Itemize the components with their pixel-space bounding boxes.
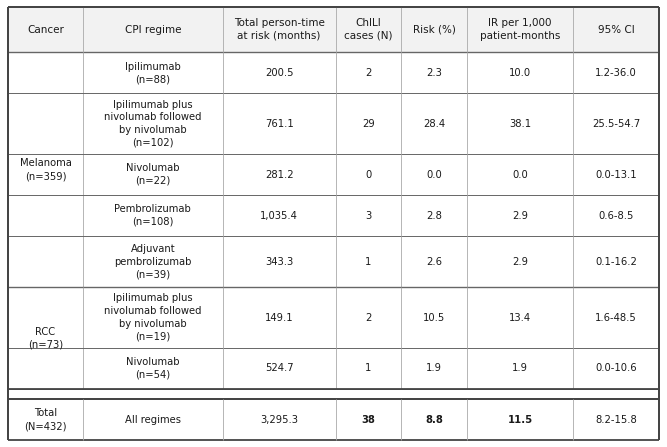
Text: 1.6-48.5: 1.6-48.5 — [595, 313, 637, 323]
Text: Nivolumab
(n=22): Nivolumab (n=22) — [126, 163, 179, 186]
Text: 2: 2 — [366, 313, 372, 323]
Text: 8.2-15.8: 8.2-15.8 — [595, 415, 637, 425]
Text: 2.8: 2.8 — [426, 211, 442, 220]
Text: 3: 3 — [366, 211, 372, 220]
Text: 0.0: 0.0 — [426, 169, 442, 180]
Text: 1: 1 — [366, 257, 372, 267]
Text: 2: 2 — [366, 68, 372, 78]
Text: 11.5: 11.5 — [508, 415, 533, 425]
Text: Total person-time
at risk (months): Total person-time at risk (months) — [233, 18, 325, 41]
Text: Ipilimumab plus
nivolumab followed
by nivolumab
(n=19): Ipilimumab plus nivolumab followed by ni… — [104, 294, 201, 342]
Text: Total
(N=432): Total (N=432) — [24, 409, 67, 431]
Text: 200.5: 200.5 — [265, 68, 293, 78]
Text: 10.5: 10.5 — [424, 313, 446, 323]
Text: 2.3: 2.3 — [426, 68, 442, 78]
Text: Ipilimumab plus
nivolumab followed
by nivolumab
(n=102): Ipilimumab plus nivolumab followed by ni… — [104, 100, 201, 148]
Text: 0.0: 0.0 — [512, 169, 528, 180]
Text: 13.4: 13.4 — [509, 313, 532, 323]
Text: 2.9: 2.9 — [512, 211, 528, 220]
Text: Cancer: Cancer — [27, 25, 64, 34]
Text: 0.1-16.2: 0.1-16.2 — [595, 257, 637, 267]
Bar — [8, 7, 659, 52]
Text: 0: 0 — [366, 169, 372, 180]
Text: 1: 1 — [366, 363, 372, 374]
Text: 2.6: 2.6 — [426, 257, 442, 267]
Text: 761.1: 761.1 — [265, 119, 293, 129]
Text: 95% CI: 95% CI — [598, 25, 634, 34]
Text: 3,295.3: 3,295.3 — [260, 415, 298, 425]
Text: 524.7: 524.7 — [265, 363, 293, 374]
Text: 2.9: 2.9 — [512, 257, 528, 267]
Text: 25.5-54.7: 25.5-54.7 — [592, 119, 640, 129]
Text: 38: 38 — [362, 415, 376, 425]
Text: 1.9: 1.9 — [512, 363, 528, 374]
Text: Melanoma
(n=359): Melanoma (n=359) — [19, 159, 71, 181]
Text: 10.0: 10.0 — [509, 68, 532, 78]
Text: All regimes: All regimes — [125, 415, 181, 425]
Text: CPI regime: CPI regime — [125, 25, 181, 34]
Text: 343.3: 343.3 — [265, 257, 293, 267]
Text: Adjuvant
pembrolizumab
(n=39): Adjuvant pembrolizumab (n=39) — [114, 244, 191, 279]
Text: 1.9: 1.9 — [426, 363, 442, 374]
Text: Risk (%): Risk (%) — [413, 25, 456, 34]
Text: 0.0-10.6: 0.0-10.6 — [595, 363, 637, 374]
Text: 1,035.4: 1,035.4 — [260, 211, 298, 220]
Text: RCC
(n=73): RCC (n=73) — [28, 327, 63, 350]
Text: 28.4: 28.4 — [424, 119, 446, 129]
Text: Ipilimumab
(n=88): Ipilimumab (n=88) — [125, 62, 181, 84]
Text: Nivolumab
(n=54): Nivolumab (n=54) — [126, 357, 179, 380]
Text: 0.6-8.5: 0.6-8.5 — [598, 211, 634, 220]
Text: Pembrolizumab
(n=108): Pembrolizumab (n=108) — [115, 204, 191, 227]
Text: 1.2-36.0: 1.2-36.0 — [595, 68, 637, 78]
Text: 8.8: 8.8 — [426, 415, 444, 425]
Text: 149.1: 149.1 — [265, 313, 293, 323]
Text: 38.1: 38.1 — [509, 119, 532, 129]
Text: ChILI
cases (N): ChILI cases (N) — [344, 18, 393, 41]
Text: 0.0-13.1: 0.0-13.1 — [595, 169, 637, 180]
Text: 29: 29 — [362, 119, 375, 129]
Text: 281.2: 281.2 — [265, 169, 293, 180]
Text: IR per 1,000
patient-months: IR per 1,000 patient-months — [480, 18, 560, 41]
